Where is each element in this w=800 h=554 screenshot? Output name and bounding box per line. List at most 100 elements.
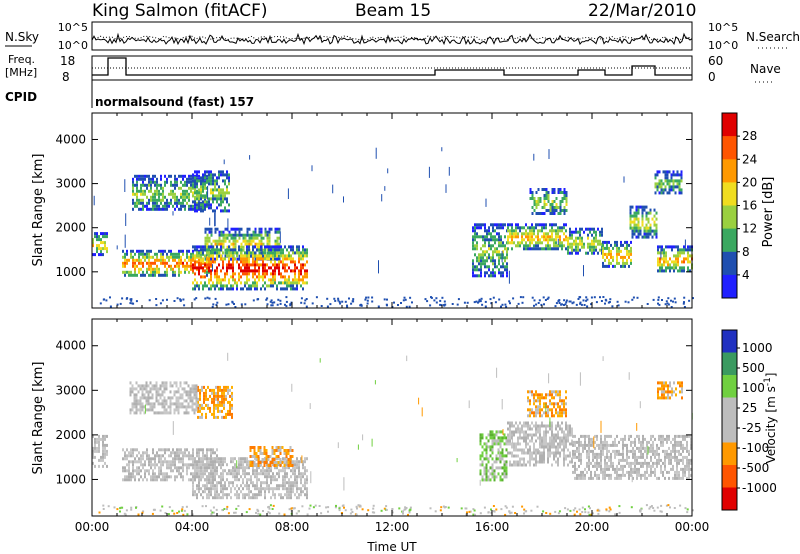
data-cell [670, 176, 673, 180]
data-cell [238, 472, 240, 476]
data-cell [218, 263, 220, 267]
data-cell [637, 205, 640, 209]
data-cell [258, 490, 260, 494]
data-cell [515, 421, 517, 425]
data-cell [673, 245, 675, 249]
colorbar-swatch [722, 205, 737, 230]
data-cell [248, 287, 250, 291]
data-cell [660, 191, 663, 195]
data-cell [557, 191, 560, 194]
data-cell [531, 223, 533, 227]
data-cell [594, 473, 596, 477]
data-cell [252, 284, 254, 288]
data-cell [574, 449, 576, 453]
data-cell [194, 493, 196, 497]
data-cell [246, 481, 248, 485]
data-cell [180, 204, 182, 208]
data-cell [529, 229, 531, 233]
data-cell [180, 192, 182, 196]
data-cell [274, 251, 276, 255]
data-cell [268, 248, 270, 252]
data-cell [220, 269, 222, 273]
data-cell [478, 223, 480, 227]
data-cell [207, 397, 209, 401]
data-cell [270, 469, 272, 473]
data-cell [184, 207, 186, 211]
data-cell [194, 209, 196, 213]
data-cell [539, 454, 541, 458]
data-cell [130, 270, 132, 274]
data-cell [232, 245, 235, 249]
data-cell [138, 201, 140, 205]
data-cell [155, 390, 158, 394]
data-cell [240, 457, 242, 461]
data-cell [302, 278, 304, 282]
scatter-cell [285, 305, 288, 308]
data-cell [226, 287, 228, 291]
data-cell [474, 232, 476, 236]
data-cell [129, 411, 132, 415]
data-cell [189, 405, 192, 409]
data-cell [148, 207, 150, 211]
data-cell [168, 466, 170, 470]
noise-panel-frame [91, 21, 693, 51]
data-cell [195, 393, 198, 397]
data-cell [541, 212, 544, 215]
data-cell [565, 433, 567, 437]
data-cell [260, 490, 262, 494]
data-cell [523, 430, 525, 434]
data-cell [177, 405, 180, 409]
data-cell [147, 402, 150, 406]
data-cell [210, 463, 212, 467]
data-cell [248, 490, 250, 494]
data-cell [248, 233, 251, 237]
data-cell [669, 245, 671, 249]
scatter-cell [595, 301, 598, 304]
data-cell [257, 455, 260, 458]
data-cell [244, 269, 246, 273]
data-cell [486, 238, 488, 242]
data-cell [136, 249, 138, 253]
data-cell [563, 463, 565, 467]
data-cell [174, 198, 176, 202]
data-cell [531, 393, 533, 397]
data-cell [163, 390, 166, 394]
data-cell [276, 287, 278, 291]
data-cell [204, 245, 206, 249]
data-cell [481, 433, 484, 437]
data-cell [100, 232, 102, 236]
data-cell [128, 273, 130, 277]
data-cell [569, 454, 571, 458]
data-cell [168, 249, 170, 253]
data-cell [294, 266, 296, 270]
data-cell [258, 478, 260, 482]
data-cell [278, 475, 280, 479]
data-cell [256, 245, 259, 249]
data-cell [198, 254, 200, 258]
data-cell [290, 493, 292, 497]
data-cell [539, 430, 541, 434]
data-cell [622, 243, 624, 247]
data-cell [472, 265, 474, 269]
data-cell [140, 192, 142, 196]
data-cell [204, 185, 206, 189]
data-cell [498, 226, 500, 230]
data-cell [212, 260, 214, 264]
data-cell [136, 198, 138, 202]
data-cell [248, 484, 250, 488]
data-cell [205, 403, 207, 407]
data-cell [102, 235, 104, 239]
data-cell [136, 472, 138, 476]
data-cell [155, 396, 158, 400]
data-cell [208, 179, 210, 183]
data-cell [600, 461, 602, 465]
data-cell [242, 469, 244, 473]
data-cell [481, 445, 484, 449]
data-cell [478, 262, 480, 266]
data-cell [169, 390, 172, 394]
data-cell [489, 478, 492, 482]
data-cell [498, 262, 500, 266]
data-cell [537, 235, 539, 239]
data-cell [172, 457, 174, 461]
data-cell [472, 247, 474, 251]
